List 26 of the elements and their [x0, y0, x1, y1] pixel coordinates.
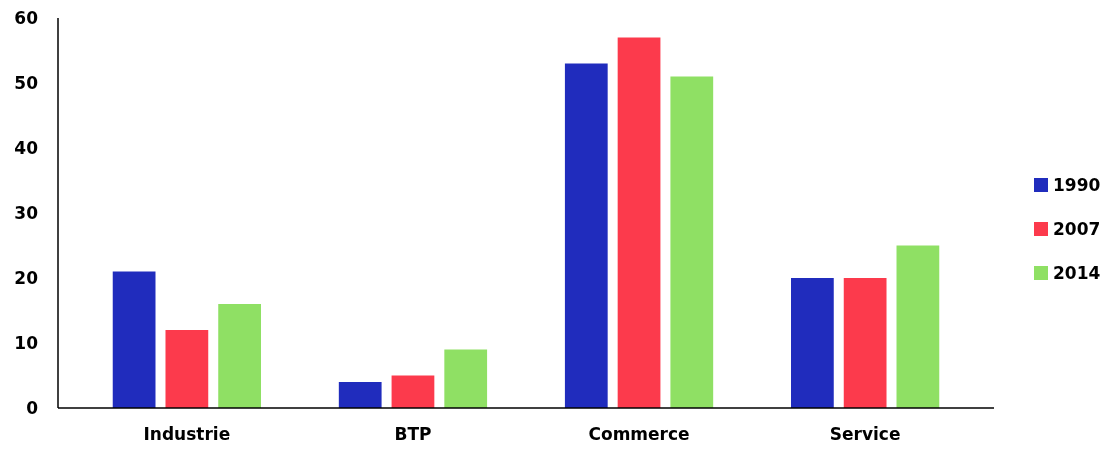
bar — [112, 271, 156, 408]
bar — [791, 278, 834, 408]
legend-label: 2007 — [1053, 218, 1101, 239]
bar — [670, 76, 714, 408]
x-tick-label: BTP — [394, 424, 432, 444]
bar — [617, 37, 661, 408]
y-tick-label: 10 — [14, 332, 39, 353]
bar — [564, 63, 608, 408]
bar — [391, 375, 435, 408]
y-tick-label: 50 — [14, 72, 39, 93]
bar — [218, 304, 261, 408]
bar — [444, 349, 488, 408]
y-tick-label: 30 — [14, 202, 39, 223]
legend-label: 2014 — [1053, 262, 1101, 283]
y-tick-label: 0 — [26, 397, 39, 418]
x-tick-label: Commerce — [588, 424, 690, 444]
bar — [165, 330, 209, 408]
legend-label: 1990 — [1053, 174, 1101, 195]
bar — [896, 245, 940, 408]
bar — [843, 278, 887, 408]
bar — [338, 382, 382, 408]
y-tick-label: 40 — [14, 137, 39, 158]
x-tick-label: Service — [829, 424, 901, 444]
y-tick-label: 60 — [14, 7, 39, 28]
x-tick-label: Industrie — [143, 424, 231, 444]
y-tick-label: 20 — [14, 267, 39, 288]
